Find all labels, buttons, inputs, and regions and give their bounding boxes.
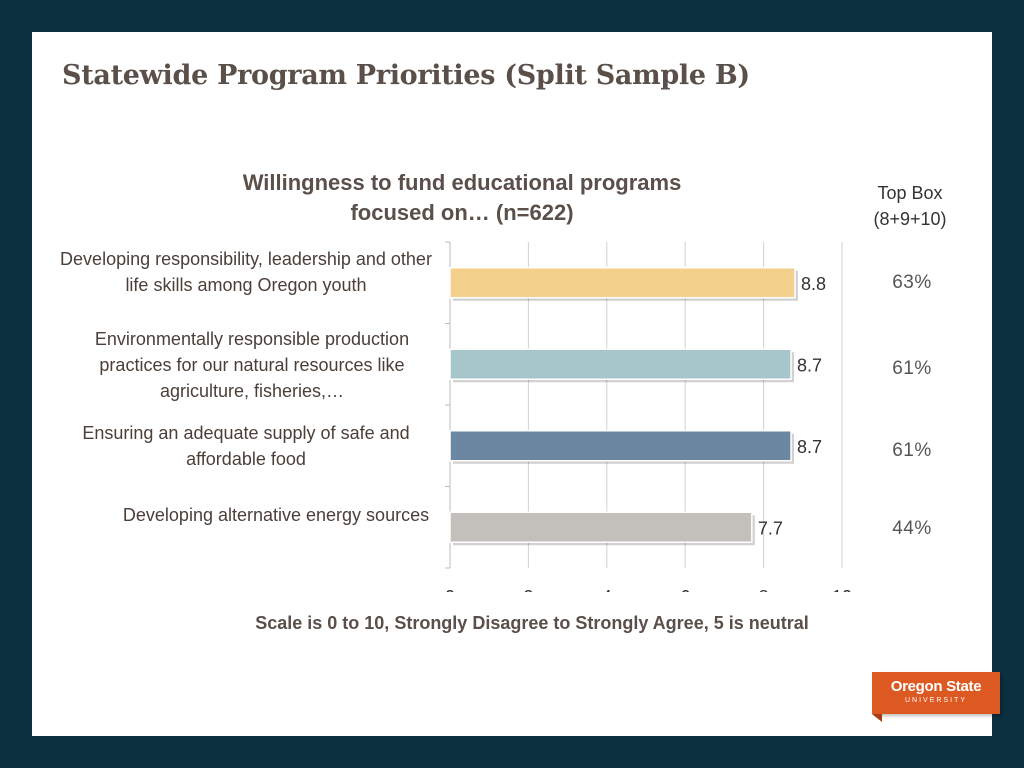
top-box-header-line-1: Top Box [877, 183, 943, 203]
scale-footnote: Scale is 0 to 10, Strongly Disagree to S… [255, 613, 809, 633]
chart-title-line-1: Willingness to fund educational programs [242, 170, 682, 195]
x-tick-label-2: 4 [602, 587, 612, 592]
category-label-2: Environmentally responsible production p… [94, 329, 410, 401]
x-tick-label-5: 10 [832, 587, 852, 592]
bar-1 [449, 267, 796, 299]
category-label-1: Developing responsibility, leadership an… [60, 249, 432, 295]
category-label-3: Ensuring an adequate supply of safe and … [82, 423, 410, 469]
slide-title: Statewide Program Priorities (Split Samp… [62, 60, 750, 91]
top-box-value-2: 61% [892, 358, 932, 379]
chart-title: Willingness to fund educational programs… [172, 168, 752, 228]
bar-4 [449, 511, 753, 543]
top-box-value-3: 61% [892, 440, 932, 461]
logo-fold [872, 714, 882, 722]
data-label-1: 8.8 [801, 274, 826, 294]
x-tick-label-0: 0 [445, 587, 455, 592]
bar-chart: 8.8 8.7 8.7 7.7 0 2 4 6 8 10 [445, 241, 852, 592]
top-box-header-line-2: (8+9+10) [873, 209, 947, 229]
x-tick-label-1: 2 [523, 587, 533, 592]
bar-2 [449, 348, 792, 380]
chart-title-line-2: focused on… (n=622) [350, 200, 574, 225]
slide: Statewide Program Priorities (Split Samp… [32, 32, 1000, 736]
data-label-2: 8.7 [797, 355, 822, 375]
category-label-4: Developing alternative energy sources [122, 505, 430, 525]
logo-main-text: Oregon State [890, 678, 982, 695]
x-tick-label-3: 6 [680, 587, 690, 592]
top-box-header: Top Box (8+9+10) [852, 180, 968, 232]
oregon-state-logo: Oregon State UNIVERSITY [872, 672, 1002, 722]
x-tick-label-4: 8 [759, 587, 769, 592]
logo-sub-text: UNIVERSITY [904, 697, 967, 704]
logo-badge [872, 672, 1000, 714]
data-label-3: 8.7 [797, 437, 822, 457]
top-box-value-4: 44% [892, 518, 932, 539]
bar-3 [449, 430, 792, 462]
data-label-4: 7.7 [758, 518, 783, 538]
top-box-value-1: 63% [892, 272, 932, 293]
